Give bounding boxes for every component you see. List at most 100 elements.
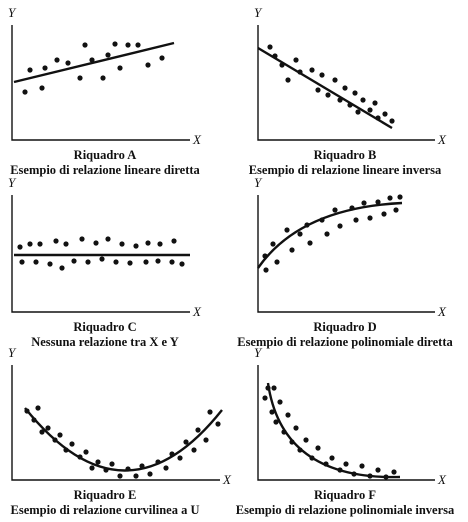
dot	[270, 241, 276, 247]
dot	[163, 465, 169, 471]
dot	[52, 437, 58, 443]
dot	[271, 385, 277, 391]
dot	[273, 419, 279, 425]
dot	[309, 455, 315, 461]
panel-title: Riquadro A	[74, 148, 137, 162]
dot	[117, 65, 123, 71]
x-axis-label: X	[437, 472, 447, 487]
dot	[293, 425, 299, 431]
dot	[393, 207, 399, 213]
dot	[307, 240, 313, 246]
dot	[281, 429, 287, 435]
panel-caption: Esempio di relazione lineare inversa	[249, 163, 442, 177]
dot	[309, 67, 315, 73]
dot	[100, 75, 106, 81]
panel-title: Riquadro C	[73, 320, 136, 334]
y-axis-label: Y	[8, 5, 17, 20]
trend-curve	[257, 46, 393, 130]
dot	[54, 57, 60, 63]
dot	[112, 41, 118, 47]
dot	[397, 194, 403, 200]
dot	[31, 417, 37, 423]
dot	[105, 52, 111, 58]
axes	[257, 365, 435, 481]
dot	[315, 87, 321, 93]
dot	[171, 238, 177, 244]
panel-title: Riquadro B	[314, 148, 377, 162]
dot	[319, 72, 325, 78]
dot	[367, 107, 373, 113]
dot	[27, 241, 33, 247]
dot	[274, 259, 280, 265]
trend-curve	[266, 382, 401, 479]
dot	[59, 265, 65, 271]
dot	[109, 461, 115, 467]
dot	[272, 53, 278, 59]
dot	[135, 42, 141, 48]
dot	[207, 409, 213, 415]
dot	[383, 474, 389, 480]
dot	[297, 69, 303, 75]
dot	[352, 90, 358, 96]
y-axis-label: Y	[8, 345, 17, 360]
dot	[27, 67, 33, 73]
dot	[267, 44, 273, 50]
dot	[285, 412, 291, 418]
dot	[342, 85, 348, 91]
panel-caption: Nessuna relazione tra X e Y	[31, 335, 179, 349]
dot	[35, 405, 41, 411]
dot	[33, 259, 39, 265]
dot	[139, 463, 145, 469]
panel-title: Riquadro F	[314, 488, 376, 502]
dot	[284, 227, 290, 233]
dot	[159, 55, 165, 61]
x-axis-label: X	[222, 472, 232, 487]
dot	[372, 100, 378, 106]
dot	[332, 207, 338, 213]
dot	[79, 236, 85, 242]
panel-title: Riquadro D	[313, 320, 376, 334]
dot	[17, 244, 23, 250]
dot	[143, 259, 149, 265]
dot	[262, 395, 268, 401]
dot	[269, 409, 275, 415]
dot	[324, 231, 330, 237]
dot	[145, 62, 151, 68]
dot	[39, 85, 45, 91]
dot	[337, 223, 343, 229]
dot	[332, 77, 338, 83]
dot	[133, 473, 139, 479]
dot	[367, 215, 373, 221]
x-axis-label: X	[192, 304, 202, 319]
dot	[277, 399, 283, 405]
dot	[349, 205, 355, 211]
dot	[99, 256, 105, 262]
dot	[77, 454, 83, 460]
dot	[71, 258, 77, 264]
dot	[367, 473, 373, 479]
dot	[45, 425, 51, 431]
dot	[389, 118, 395, 124]
panel-title: Riquadro E	[74, 488, 137, 502]
dot	[319, 217, 325, 223]
dot	[351, 471, 357, 477]
dot	[53, 238, 59, 244]
dot	[343, 461, 349, 467]
dot	[381, 211, 387, 217]
dot	[183, 439, 189, 445]
dot	[155, 459, 161, 465]
dot	[297, 231, 303, 237]
dot	[145, 240, 151, 246]
dot	[85, 259, 91, 265]
panel-caption: Esempio di relazione lineare diretta	[10, 163, 200, 177]
dot	[65, 60, 71, 66]
dot	[203, 437, 209, 443]
dot	[289, 247, 295, 253]
trend-curve	[24, 407, 223, 472]
dot	[47, 261, 53, 267]
dot	[375, 199, 381, 205]
dot	[297, 447, 303, 453]
